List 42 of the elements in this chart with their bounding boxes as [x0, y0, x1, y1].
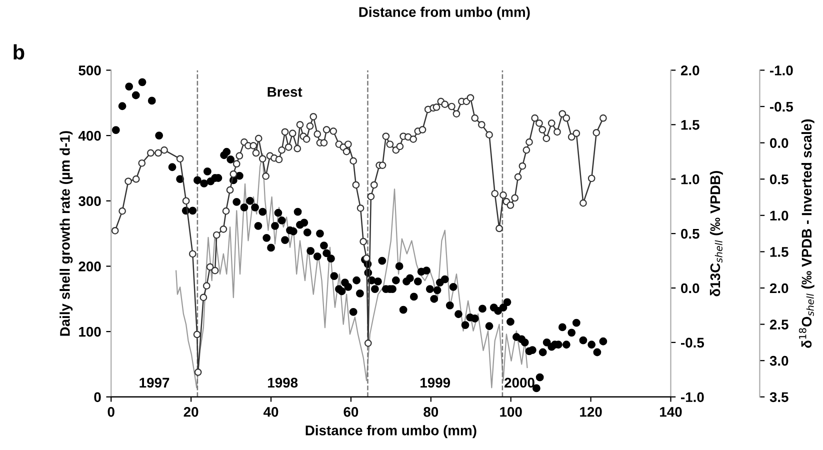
- annotation: 1997: [140, 378, 170, 388]
- y3-tick-label: 2.0: [770, 283, 788, 294]
- y3-tick-label: 0.5: [770, 174, 788, 184]
- y-tick-label: 500: [78, 66, 101, 76]
- y-tick-label: 200: [78, 262, 101, 272]
- y3-tick-label: 3.0: [770, 356, 788, 366]
- x-tick-label: 100: [500, 406, 522, 417]
- x-tick-label: 0: [108, 406, 114, 417]
- y3-tick-label: -1.0: [770, 66, 793, 76]
- y-axis-title: Daily shell growth rate (µm d-1): [60, 131, 73, 336]
- y2-tick-label: 2.0: [680, 66, 700, 76]
- x-tick-label: 80: [424, 406, 438, 417]
- y2-tick-label: -0.5: [681, 338, 704, 348]
- y-tick-label: 0: [94, 392, 101, 402]
- y2-tick-label: -1.0: [681, 392, 704, 402]
- y3-tick-label: 0.0: [770, 138, 788, 148]
- y2-tick-label: 1.0: [681, 174, 700, 184]
- x-tick-label: 60: [344, 406, 358, 417]
- x-axis-title: Distance from umbo (mm): [306, 425, 476, 438]
- y2-tick-label: 1.5: [681, 120, 700, 130]
- y3-axis-title: δ$^{18}$O$_{shell}$ (‰ VPDB - Inverted scale): [798, 119, 814, 348]
- annotation: 1999: [420, 378, 450, 388]
- y2-tick-label: 0.5: [681, 228, 700, 239]
- x-tick-label: 140: [660, 406, 682, 417]
- y3-tick-label: -0.5: [770, 102, 793, 112]
- text: b: [14, 44, 24, 60]
- x-tick-label: 20: [184, 406, 198, 417]
- text: Distance from umbo (mm): [359, 6, 530, 20]
- x-tick-label: 120: [580, 406, 602, 417]
- y3-tick-label: 1.5: [770, 247, 788, 257]
- y-tick-label: 400: [78, 130, 101, 141]
- y2-tick-label: 0.0: [681, 283, 700, 294]
- y-tick-label: 300: [78, 196, 101, 206]
- y3-tick-label: 3.5: [770, 392, 788, 402]
- y-tick-label: 100: [79, 326, 101, 337]
- y3-tick-label: 1.0: [770, 210, 788, 221]
- y2-axis-title: δ13C$_{shell}$ (‰ VPDB): [710, 171, 723, 296]
- annotation: Brest: [268, 87, 302, 97]
- x-tick-label: 40: [263, 406, 278, 417]
- annotation: 1998: [268, 378, 298, 388]
- annotation: 2000: [504, 378, 534, 388]
- y3-tick-label: 2.5: [770, 320, 788, 330]
